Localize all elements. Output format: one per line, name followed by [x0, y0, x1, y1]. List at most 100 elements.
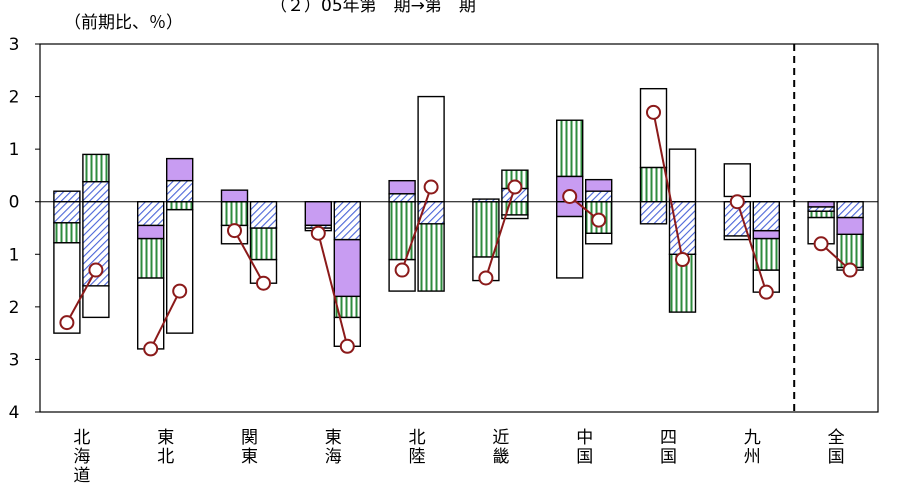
category-label: 東	[157, 428, 174, 448]
bar-segment-white	[82, 285, 110, 319]
category-label: 東	[241, 447, 258, 467]
bar-segment-white	[417, 95, 445, 203]
line-marker	[172, 283, 188, 299]
category-label: 海	[325, 447, 342, 467]
bar-segment-hatched	[388, 193, 416, 203]
series-line	[149, 290, 181, 350]
bar-segment-hatched	[639, 201, 668, 225]
y-tick-label: 4	[9, 403, 20, 423]
bar-segment-white	[556, 215, 584, 279]
y-tick-label: 3	[9, 35, 20, 55]
bar-segment-white	[668, 148, 697, 203]
series-line	[401, 186, 433, 271]
bar-segment-hatched	[165, 179, 194, 203]
y-tick-label: 2	[9, 298, 20, 318]
bar-segment-purple	[220, 189, 249, 203]
category-label: 全	[828, 428, 845, 448]
category-label: 四	[660, 428, 677, 448]
y-tick-label: 3	[9, 350, 20, 370]
line-marker	[842, 262, 858, 278]
category-label: 近	[492, 428, 509, 448]
category-label: 畿	[492, 447, 509, 467]
line-marker	[339, 338, 355, 354]
bar-segment-hatched	[807, 206, 835, 212]
bar-segment-white	[585, 232, 613, 245]
y-tick-label: 1	[9, 245, 20, 265]
series-line	[233, 230, 265, 284]
bar-segment-white	[723, 163, 751, 198]
bar-segment-hatched	[53, 201, 81, 224]
bar-segment-green	[136, 237, 165, 279]
line-marker	[143, 341, 159, 357]
series-line	[484, 186, 516, 279]
bar-segment-purple	[388, 179, 416, 195]
bar-segment-purple	[807, 201, 835, 208]
bar-segment-hatched	[249, 201, 278, 229]
line-marker	[813, 236, 829, 252]
series-line	[736, 201, 768, 293]
line-marker	[562, 188, 578, 204]
bar-segment-green	[249, 227, 278, 261]
line-marker	[675, 252, 690, 268]
bar-segment-white	[53, 242, 81, 334]
bar-segment-purple	[136, 224, 165, 240]
line-marker	[478, 270, 494, 286]
line-marker	[88, 262, 104, 278]
bar-segment-hatched	[836, 201, 864, 219]
bar-segment-purple	[752, 229, 780, 240]
line-marker	[227, 223, 242, 239]
bar-segment-white	[136, 277, 165, 350]
line-marker	[729, 194, 745, 210]
category-label: 州	[744, 447, 761, 467]
bar-segment-green	[639, 166, 668, 203]
category-label: 北	[73, 428, 90, 448]
bar-segment-green	[82, 153, 110, 183]
bar-segment-green	[220, 201, 249, 227]
bar-segment-hatched	[585, 190, 613, 203]
plot-frame	[39, 43, 879, 413]
bar-segment-green	[165, 201, 194, 211]
bar-segment-purple	[304, 201, 332, 227]
line-marker	[591, 212, 607, 228]
series-line	[652, 112, 684, 260]
line-marker	[758, 284, 774, 300]
bar-segment-purple	[165, 157, 194, 182]
line-marker	[423, 179, 439, 195]
bar-segment-hatched	[472, 198, 500, 203]
category-label: 北	[409, 428, 426, 448]
bar-segment-hatched	[752, 201, 780, 232]
bar-segment-green	[388, 201, 416, 261]
category-label: 九	[744, 428, 761, 448]
category-label: 中	[576, 428, 593, 448]
bar-segment-green	[417, 223, 445, 292]
line-marker	[507, 179, 523, 195]
category-label: 関	[241, 428, 258, 448]
bar-segment-hatched	[82, 181, 110, 203]
y-axis-unit-label: （前期比、％）	[64, 13, 183, 33]
bar-segment-hatched	[136, 201, 165, 227]
y-tick-label: 2	[9, 88, 20, 108]
category-label: 国	[828, 447, 845, 467]
chart-title: （２）05年第 期→第 期	[270, 0, 476, 16]
category-label: 北	[157, 447, 174, 467]
category-label: 道	[73, 466, 90, 486]
line-marker	[310, 225, 326, 241]
bar-segment-green	[807, 210, 835, 219]
category-label: 国	[576, 447, 593, 467]
category-label: 国	[660, 447, 677, 467]
y-tick-label: 1	[9, 140, 20, 160]
category-label: 東	[325, 428, 342, 448]
bar-segment-purple	[333, 238, 361, 298]
series-line	[66, 269, 97, 324]
bar-segment-white	[165, 208, 194, 334]
category-label: 海	[73, 447, 90, 467]
category-label: 陸	[409, 447, 426, 467]
bar-segment-purple	[585, 178, 613, 192]
line-marker	[59, 315, 75, 331]
bar-segment-green	[556, 119, 584, 178]
line-marker	[256, 275, 271, 291]
bar-segment-purple	[836, 216, 864, 236]
line-marker	[394, 262, 410, 278]
series-line	[317, 233, 349, 347]
